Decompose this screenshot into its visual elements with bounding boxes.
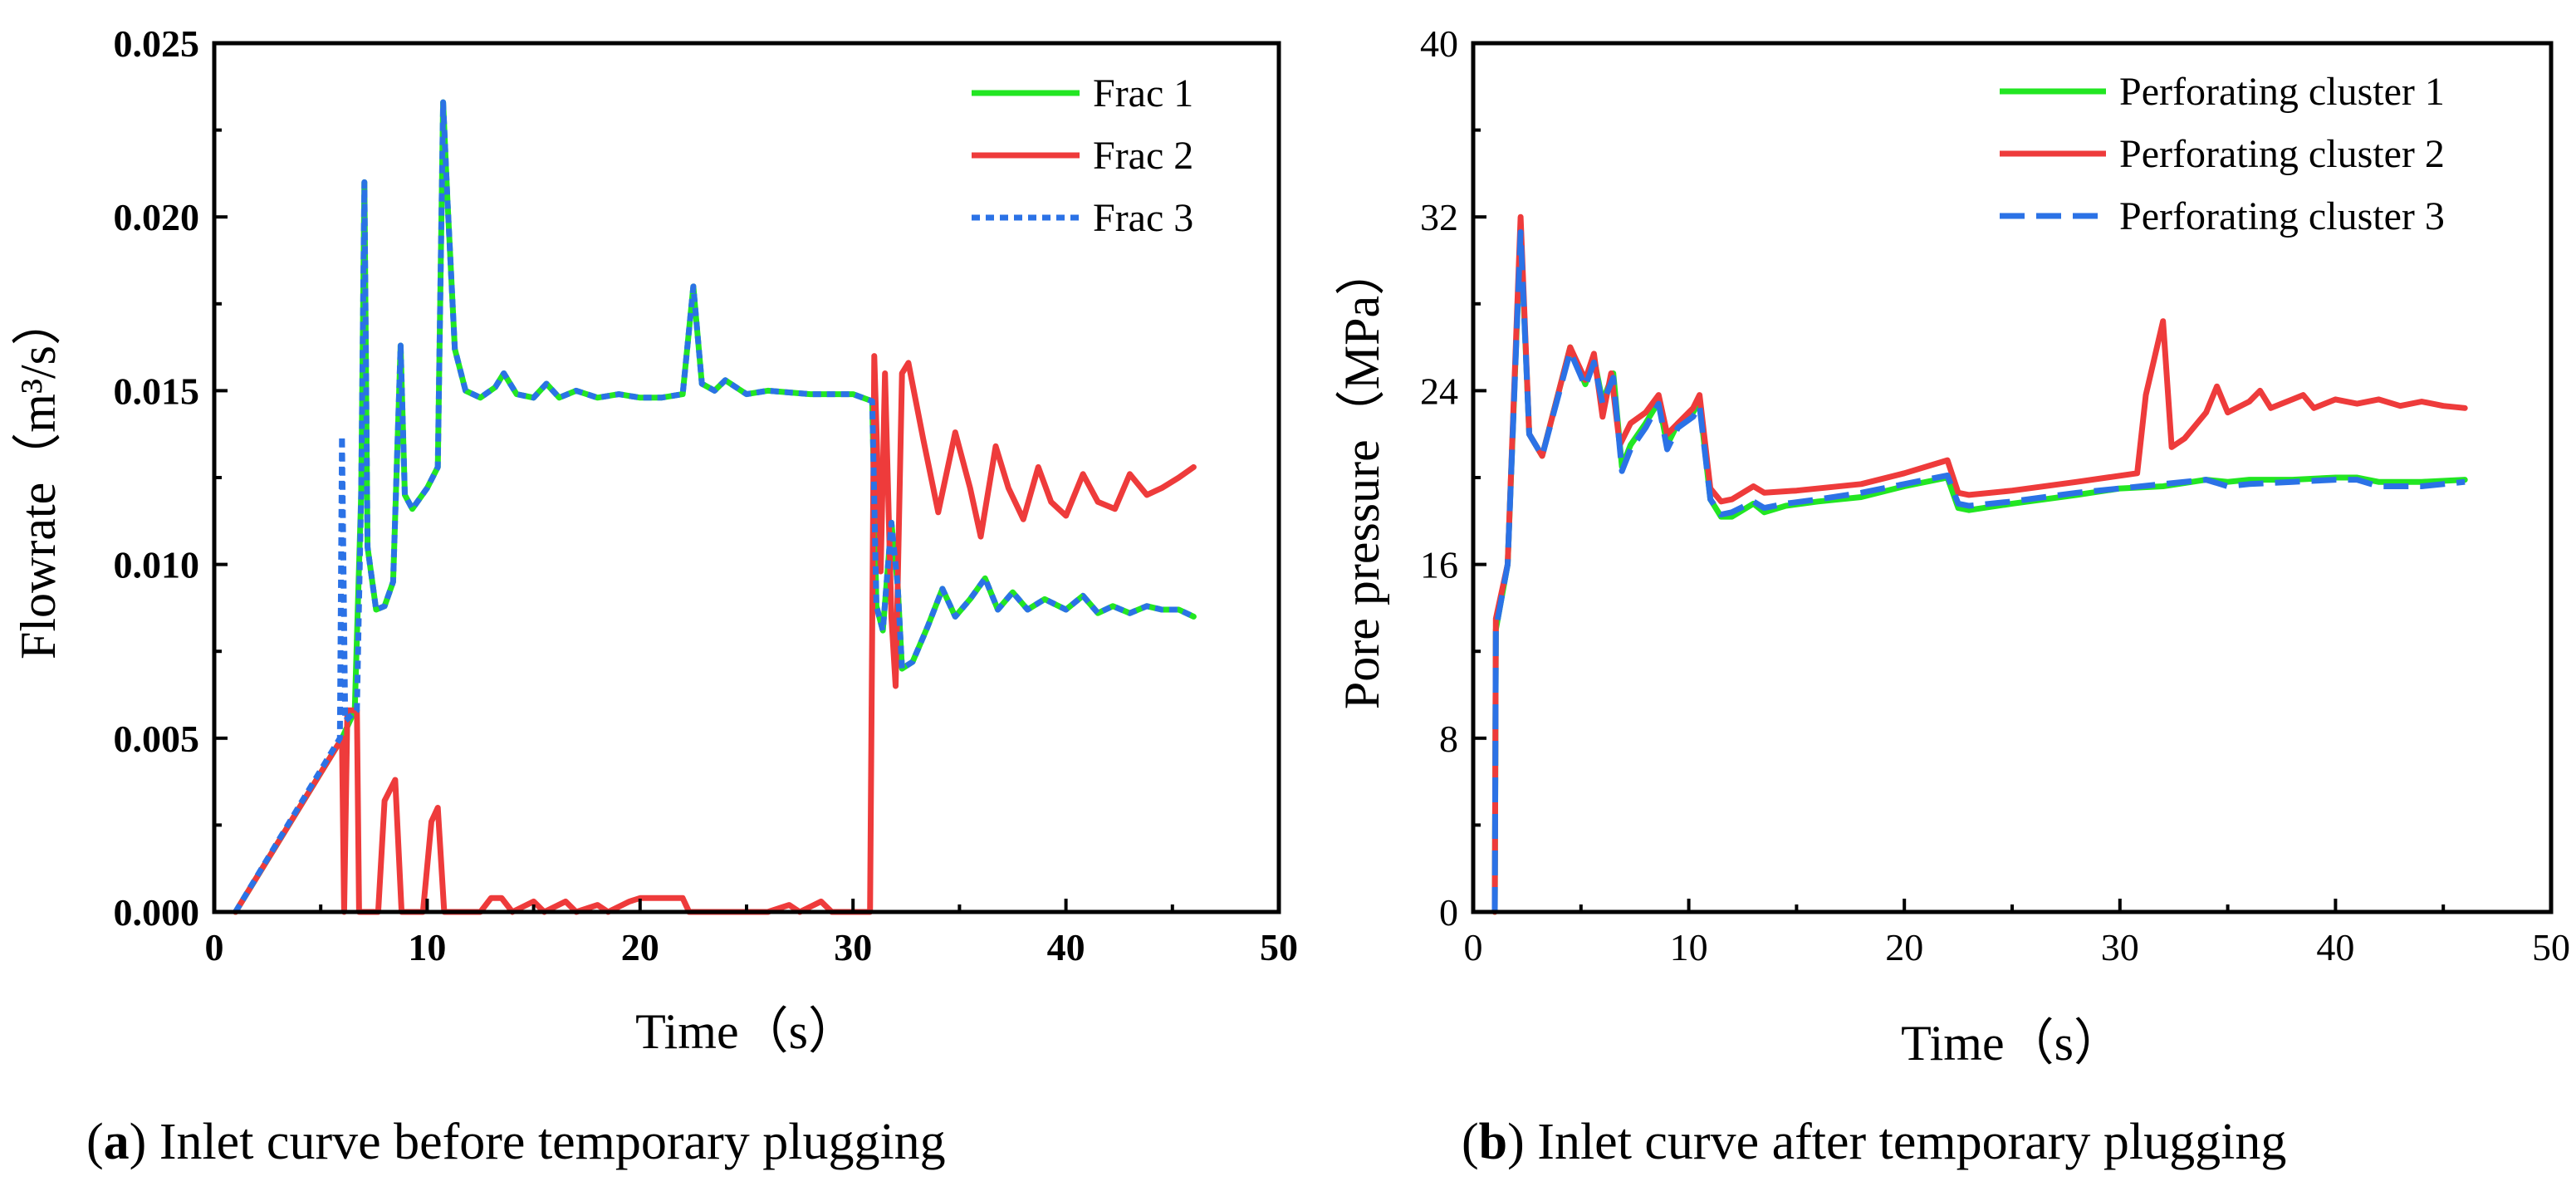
panel-b-x-axis-title: Time（s） [1901, 1016, 2123, 1071]
x-tick-label: 30 [834, 926, 872, 968]
panel-b-y-axis-title: Pore pressure（MPa） [1335, 246, 1389, 709]
y-tick-label: 8 [1439, 718, 1458, 760]
y-tick-label: 32 [1420, 196, 1458, 238]
series-line-3 [233, 99, 1195, 914]
series-line-2 [233, 353, 1197, 915]
caption-b-text: Inlet curve after temporary plugging [1524, 1114, 2287, 1170]
y-tick-label: 0.005 [114, 718, 200, 760]
panel-a-series [233, 99, 1197, 915]
y-tick-label: 0.010 [114, 544, 200, 586]
panel-a-y-axis-title: Flowrate（m³/s） [11, 296, 66, 659]
y-tick-label: 16 [1420, 544, 1458, 586]
series-line-3 [1491, 229, 2466, 913]
legend-label-1: Frac 1 [1093, 71, 1193, 115]
panel-a-legend: Frac 1 Frac 2 Frac 3 [972, 71, 1193, 240]
panel-a-ticks: 0 10 20 30 40 50 0.000 0.005 0.010 0.015 0.020 0.02… [114, 22, 1299, 968]
x-tick-label: 0 [205, 926, 224, 968]
x-tick-label: 20 [1885, 926, 1923, 968]
x-tick-label: 30 [2101, 926, 2139, 968]
x-tick-label: 40 [1047, 926, 1085, 968]
panel-b-chart: 0 10 20 30 40 50 0 8 16 24 32 40 Time（s） Pore press… [1335, 22, 2570, 1071]
legend-label-1: Perforating cluster 1 [2119, 70, 2445, 114]
x-tick-label: 50 [2532, 926, 2570, 968]
legend-label-3: Frac 3 [1093, 196, 1193, 240]
y-tick-label: 0.025 [114, 22, 200, 65]
series-line-2 [1491, 213, 2468, 915]
caption-b-letter: b [1478, 1114, 1508, 1170]
y-tick-label: 24 [1420, 370, 1458, 412]
caption-a: (a) Inlet curve before temporary pluggin… [86, 1114, 946, 1170]
legend-label-3: Perforating cluster 3 [2119, 194, 2445, 238]
y-tick-label: 40 [1420, 22, 1458, 65]
x-tick-label: 50 [1260, 926, 1298, 968]
legend-label-2: Perforating cluster 2 [2119, 132, 2445, 176]
x-tick-label: 10 [408, 926, 446, 968]
y-tick-label: 0.020 [114, 196, 200, 238]
x-tick-label: 20 [621, 926, 659, 968]
x-tick-label: 10 [1670, 926, 1708, 968]
y-tick-label: 0 [1439, 891, 1458, 934]
caption-b: (b) Inlet curve after temporary plugging [1462, 1114, 2287, 1170]
legend-label-2: Frac 2 [1093, 134, 1193, 178]
y-tick-label: 0.000 [114, 891, 200, 934]
panel-b-legend: Perforating cluster 1 Perforating cluster… [2000, 70, 2445, 238]
panel-a-x-axis-title: Time（s） [635, 1004, 858, 1059]
x-tick-label: 0 [1464, 926, 1483, 968]
panel-b-series [1491, 213, 2468, 915]
caption-a-letter: a [103, 1114, 130, 1170]
panel-b-ticks: 0 10 20 30 40 50 0 8 16 24 32 40 [1420, 22, 2570, 968]
caption-a-text: Inlet curve before temporary plugging [146, 1114, 946, 1170]
x-tick-label: 40 [2316, 926, 2354, 968]
series-line-1 [233, 99, 1197, 915]
panel-a-chart: 0 10 20 30 40 50 0.000 0.005 0.010 0.015 0.020 0.02… [11, 22, 1298, 1059]
y-tick-label: 0.015 [114, 370, 200, 412]
series-line-1 [1491, 224, 2468, 915]
